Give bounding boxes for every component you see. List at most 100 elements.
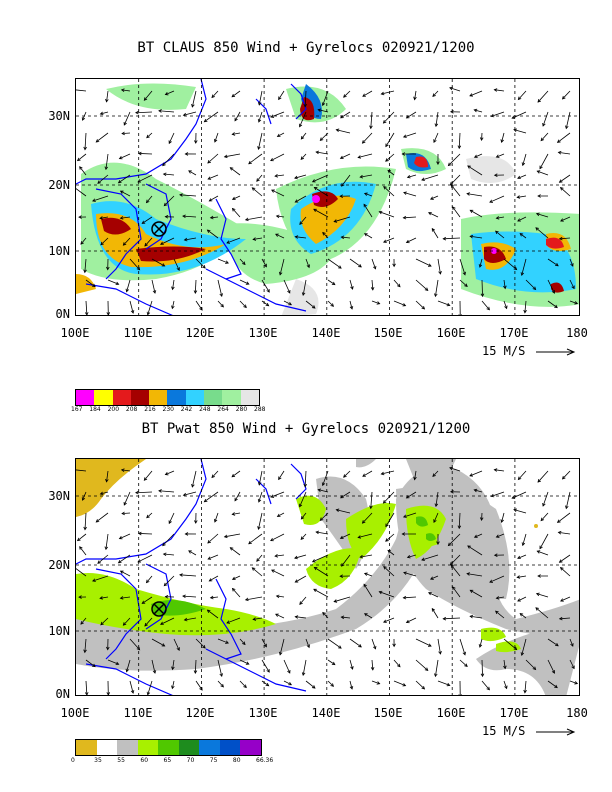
wind-arrow	[302, 659, 307, 676]
wind-arrow	[92, 195, 109, 202]
wind-arrow-head	[350, 286, 354, 290]
wind-arrow	[305, 680, 316, 689]
wind-arrow	[547, 258, 559, 267]
wind-arrow-head	[457, 145, 462, 150]
wind-arrow-head	[520, 652, 525, 656]
wind-arrow	[371, 279, 374, 290]
wind-arrow	[470, 235, 483, 239]
wind-arrow-head	[565, 505, 569, 510]
bottom-colorbar-tick-8: 66.36	[256, 757, 274, 764]
wind-arrow	[160, 237, 175, 245]
wind-arrow-head	[231, 207, 236, 212]
bottom-y-label-10n: 10N	[48, 624, 70, 638]
wind-arrow	[364, 573, 373, 577]
wind-arrow	[85, 680, 88, 695]
wind-arrow-head	[275, 613, 279, 617]
wind-arrow-head	[402, 683, 407, 687]
wind-arrow-head	[427, 643, 432, 647]
wind-arrow-head	[517, 555, 521, 560]
wind-arrow	[151, 258, 165, 267]
wind-arrow-head	[317, 488, 322, 492]
wind-arrow	[491, 491, 505, 497]
wind-arrow	[517, 216, 527, 222]
wind-arrow	[536, 213, 549, 218]
wind-arrow-head	[92, 283, 96, 288]
wind-arrow	[559, 554, 571, 563]
wind-arrow	[163, 575, 175, 586]
wind-arrow-head	[76, 157, 81, 162]
wind-arrow	[360, 554, 373, 558]
wind-arrow-head	[104, 546, 109, 551]
wind-arrow-head	[119, 570, 124, 574]
wind-arrow	[231, 470, 241, 478]
wind-arrow	[184, 237, 197, 241]
wind-arrow-head	[130, 690, 135, 694]
wind-arrow-head	[118, 536, 123, 540]
wind-arrow-head	[340, 615, 345, 620]
bottom-colorbar-swatch-4	[158, 740, 179, 755]
wind-arrow-head	[383, 185, 387, 190]
wind-arrow-head	[392, 643, 396, 648]
wind-arrow	[430, 195, 439, 200]
wind-arrow-head	[144, 242, 148, 247]
wind-arrow-head	[164, 214, 169, 219]
wind-arrow-head	[211, 94, 215, 99]
wind-arrow-head	[555, 262, 559, 267]
wind-arrow	[481, 300, 490, 311]
wind-arrow	[314, 187, 329, 197]
wind-arrow	[433, 132, 439, 143]
wind-arrow	[535, 227, 549, 239]
wind-arrow	[547, 279, 555, 294]
wind-arrow-head	[449, 86, 453, 91]
wind-arrow	[239, 258, 246, 265]
wind-arrow-head	[123, 121, 127, 126]
wind-arrow	[560, 216, 571, 222]
wind-arrow	[481, 680, 490, 691]
wind-arrow	[300, 533, 307, 540]
wind-arrow	[363, 584, 373, 598]
wind-arrow-head	[473, 488, 478, 493]
wind-arrow-head	[341, 563, 345, 567]
wind-arrow-head	[313, 566, 318, 571]
wind-arrow	[121, 89, 131, 92]
wind-arrow	[322, 612, 329, 619]
wind-arrow	[558, 531, 571, 535]
wind-arrow-head	[450, 184, 455, 189]
wind-arrow-head	[266, 289, 270, 293]
wind-arrow-head	[511, 115, 516, 119]
wind-arrow	[300, 153, 307, 160]
wind-arrow	[258, 470, 263, 486]
wind-arrow-head	[333, 599, 338, 603]
wind-arrow-head	[434, 673, 438, 678]
wind-arrow-head	[363, 583, 367, 588]
wind-arrow-head	[79, 166, 83, 170]
wind-arrow-head	[105, 266, 110, 271]
wind-arrow	[314, 567, 329, 577]
wind-arrow	[162, 533, 175, 546]
wind-arrow-head	[202, 264, 206, 269]
wind-arrow-head	[387, 169, 392, 174]
wind-arrow-head	[447, 162, 452, 167]
wind-arrow	[415, 300, 425, 310]
wind-arrow-head	[446, 302, 451, 307]
wind-arrow	[295, 616, 307, 619]
wind-arrow	[415, 638, 432, 647]
wind-arrow-head	[78, 215, 82, 219]
wind-arrow-head	[372, 265, 377, 270]
wind-arrow-head	[574, 301, 579, 305]
wind-arrow-head	[117, 559, 122, 564]
wind-arrow	[275, 233, 285, 239]
wind-arrow-head	[203, 498, 208, 503]
wind-arrow-head	[462, 271, 466, 276]
wind-arrow-head	[574, 681, 579, 685]
wind-arrow	[371, 300, 380, 305]
wind-arrow-head	[521, 162, 526, 167]
wind-arrow	[403, 216, 417, 219]
wind-arrow-head	[535, 227, 539, 231]
wind-arrow-head	[158, 489, 162, 493]
wind-arrow-head	[145, 579, 150, 584]
wind-arrow	[349, 638, 362, 648]
wind-arrow-head	[433, 139, 437, 144]
wind-arrow-head	[315, 530, 320, 535]
wind-arrow-head	[540, 517, 545, 522]
